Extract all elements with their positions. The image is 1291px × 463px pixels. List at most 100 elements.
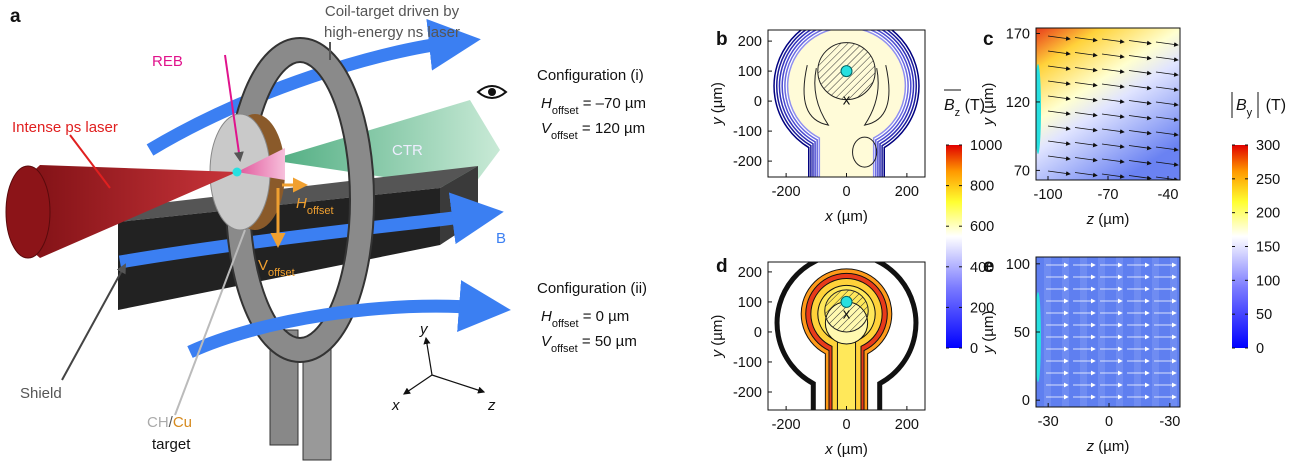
colorbar-tick-label: 0: [1256, 341, 1264, 357]
field-arrow: [1155, 101, 1179, 107]
text-part: y: [980, 344, 997, 354]
x-axis-label: z (µm): [1086, 438, 1130, 455]
center-marker: x: [843, 92, 851, 109]
field-arrow: [1155, 161, 1179, 167]
field-stripe: [1134, 257, 1141, 407]
field-arrow: [1074, 67, 1098, 73]
x-tick-label: -200: [772, 417, 801, 433]
field-arrow: [1155, 41, 1179, 47]
y-axis-label: y (µm): [709, 82, 726, 126]
subscript: z: [955, 107, 961, 119]
field-arrow: [1128, 145, 1152, 151]
config-v-offset: Voffset = 120 µm: [541, 120, 645, 142]
colorbar-tick-label: 200: [970, 300, 994, 316]
axis-label: y: [419, 321, 429, 338]
field-arrow: [1047, 50, 1071, 56]
text-part: = 0 µm: [579, 308, 630, 325]
y-tick-label: 0: [754, 325, 762, 341]
field-arrow: [1101, 53, 1125, 59]
text-part: x: [824, 208, 833, 225]
text-part: y: [709, 348, 726, 358]
text-part: H: [541, 308, 552, 325]
subscript: offset: [551, 343, 578, 355]
field-arrow: [1074, 52, 1098, 58]
configurations: Configuration (i) Hoffset = –70 µm Voffset…: [537, 67, 647, 355]
symbol: V: [258, 257, 268, 274]
field-arrow: [1155, 146, 1179, 152]
field-arrow: [1074, 112, 1098, 118]
field-arrow: [1101, 83, 1125, 89]
config-title: Configuration (i): [537, 67, 644, 84]
text-part: (µm): [1094, 211, 1129, 228]
field-arrow: [1101, 38, 1125, 44]
x-tick-label: 0: [842, 184, 850, 200]
field-arrow: [1155, 86, 1179, 92]
panel-a-texts: a Coil-target driven by high-energy ns l…: [10, 3, 506, 453]
y-tick-label: -200: [733, 154, 762, 170]
y-tick-label: 120: [1006, 95, 1030, 111]
y-tick-label: 100: [738, 64, 762, 80]
x-tick-label: -100: [1033, 187, 1062, 203]
panel-label: c: [983, 29, 994, 50]
field-arrow: [187, 280, 511, 358]
shaded-region: [824, 289, 869, 333]
field-arrow: [1047, 155, 1071, 161]
y-tick-label: 200: [738, 34, 762, 50]
axis-label: z: [487, 397, 496, 414]
shield-top: [118, 166, 478, 222]
field-arrow: [118, 192, 504, 269]
text-part: B: [1236, 97, 1247, 114]
colorbar-fill: [946, 145, 962, 348]
plot-area: x: [774, 262, 919, 410]
y-axis-label: y (µm): [709, 315, 726, 359]
colorbar-tick-label: 50: [1256, 307, 1272, 323]
y-tick-label: 170: [1006, 26, 1030, 42]
colorbar-tick-label: 800: [970, 179, 994, 195]
colorbar: 0 200 400 600 800 1000 Bz (T): [944, 89, 1002, 357]
y-tick-label: 0: [1022, 393, 1030, 409]
x-tick-label: -30: [1159, 414, 1180, 430]
x-axis-label: x (µm): [824, 441, 868, 458]
field-arrow: [1074, 157, 1098, 163]
ps-laser-label: Intense ps laser: [12, 119, 118, 136]
field-arrow: [1155, 56, 1179, 62]
field-arrow: [1047, 140, 1071, 146]
field-arrow: [1128, 70, 1152, 76]
field-stripe: [1044, 257, 1051, 407]
focal-spot: [232, 167, 242, 177]
text-part: (µm): [833, 208, 868, 225]
v-offset-label: Voffset: [258, 257, 295, 279]
field-arrow: [1047, 110, 1071, 116]
colorbar-label: Bz (T): [944, 97, 985, 119]
text-part: z: [1086, 438, 1095, 455]
ch-label: CH: [147, 414, 169, 431]
target-pointer: [174, 229, 246, 416]
ctr-beam: [270, 100, 500, 190]
field-arrow: [1047, 95, 1071, 101]
field-arrow: [1074, 82, 1098, 88]
coil-label: Coil-target driven by: [325, 3, 460, 20]
field-arrow: [1101, 113, 1125, 119]
field-arrow: [1074, 142, 1098, 148]
y-tick-label: 100: [1006, 257, 1030, 273]
text-part: (µm): [980, 83, 997, 118]
center-marker: x: [843, 305, 851, 322]
field-arrow: [1128, 160, 1152, 166]
x-tick-label: 200: [895, 184, 919, 200]
field-arrow: [1128, 175, 1152, 180]
b-label: B: [496, 230, 506, 247]
x-tick-label: 200: [895, 417, 919, 433]
text-part: z: [1086, 211, 1095, 228]
field-arrow: [1128, 130, 1152, 136]
contour: [803, 64, 830, 126]
text-part: V: [541, 333, 553, 350]
subscript: y: [1247, 107, 1253, 119]
text-part: V: [541, 120, 553, 137]
text-part: (µm): [709, 82, 726, 117]
y-tick-label: -100: [733, 124, 762, 140]
subscript: offset: [552, 105, 579, 117]
text-part: (µm): [833, 441, 868, 458]
